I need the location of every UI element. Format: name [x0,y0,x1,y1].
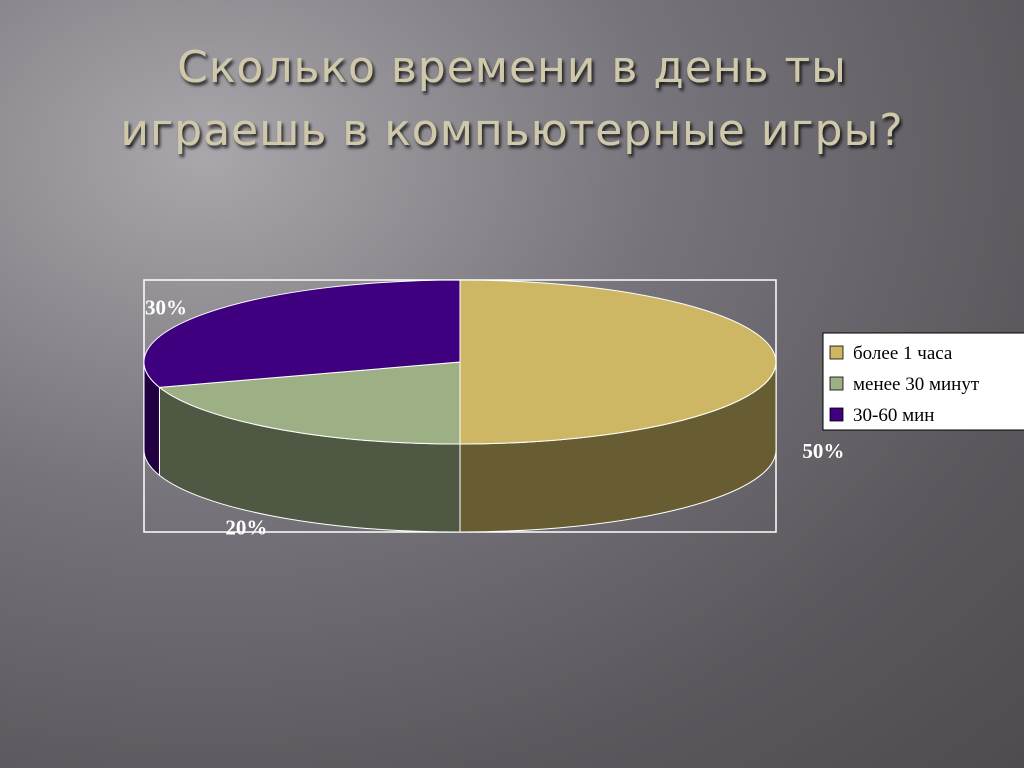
legend-label: менее 30 минут [853,374,980,395]
title-line: Сколько времени в день ты [177,42,847,93]
title: Сколько времени в день ты играешь в комп… [120,42,903,156]
data-label: 20% [225,515,267,539]
pie-slice [158,361,461,445]
pie-slice [459,279,777,445]
pie-slice [143,279,461,388]
legend-label: 30-60 мин [853,405,934,426]
data-label: 50% [802,439,844,463]
legend-swatch [829,345,844,360]
legend-label: более 1 часа [853,343,953,364]
legend [822,332,1024,431]
legend-swatch [829,407,844,422]
title-line: играешь в компьютерные игры? [120,105,903,156]
legend-swatch [829,376,844,391]
data-label: 30% [145,296,187,320]
